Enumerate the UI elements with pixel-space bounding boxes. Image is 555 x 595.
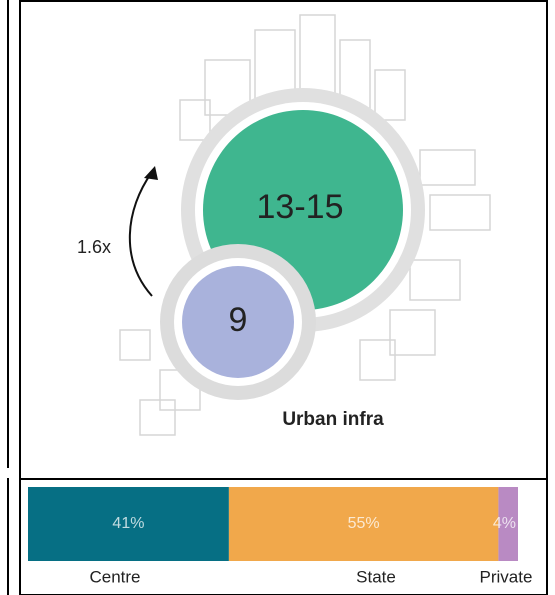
multiplier: 1.6x <box>77 237 111 257</box>
bubbles <box>160 88 425 400</box>
legend-label: Centre <box>89 567 140 586</box>
growth-arrow <box>130 172 152 296</box>
arrow-head <box>144 166 158 180</box>
value-label: 4% <box>493 515 516 532</box>
legend-label: State <box>356 567 396 586</box>
value-label: 41% <box>112 515 144 532</box>
infographic: 1.6x 13-15 9 Urban infra 41% Centre 55% Sta… <box>0 0 555 595</box>
large-label: 13-15 <box>257 188 344 226</box>
small-label: 9 <box>229 301 248 339</box>
value-label: 55% <box>348 515 380 532</box>
caption: Urban infra <box>282 409 384 430</box>
page: {"infographic": {"multiplier": "1.6x", "… <box>0 0 555 595</box>
legend-label: Private <box>480 567 533 586</box>
